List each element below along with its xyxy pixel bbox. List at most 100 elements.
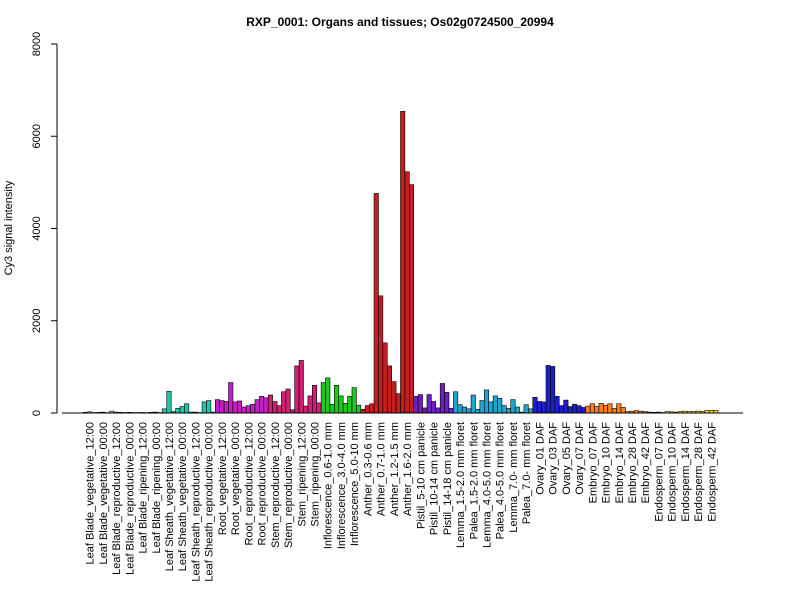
y-tick-label: 6000: [31, 124, 43, 148]
bar: [378, 295, 384, 414]
bar: [483, 389, 489, 414]
bar: [360, 409, 366, 414]
x-tick-label: Inflorescence_0.6-1.0 mm: [323, 422, 335, 549]
bar: [620, 407, 626, 414]
bar: [347, 396, 353, 414]
y-tick-label: 4000: [31, 216, 43, 240]
category-labels: Leaf Blade_vegetative_12:00 Leaf Blade_ve…: [85, 422, 719, 582]
bar: [461, 406, 467, 414]
bar: [214, 399, 220, 414]
x-tick-label: Leaf Blade_vegetative_00:00: [98, 422, 110, 565]
bar: [267, 394, 273, 414]
x-tick-label: Pistil_10-14 cm panicle: [429, 422, 441, 535]
bar: [201, 401, 207, 414]
x-tick-label: Endosperm_14 DAF: [680, 422, 692, 522]
x-tick-label: Leaf Blade_ripening_00:00: [151, 422, 163, 554]
bar: [162, 408, 168, 414]
bar: [607, 403, 613, 414]
bar: [523, 404, 529, 414]
bar: [589, 403, 595, 414]
bar: [272, 401, 278, 414]
bar: [448, 408, 454, 414]
bar: [550, 366, 556, 414]
x-tick-label: Lemma_4.0-5.0 mm floret: [481, 422, 493, 548]
bar: [431, 401, 437, 414]
x-tick-label: Pistil_14-18 cm panicle: [442, 422, 454, 535]
x-tick-label: Endosperm_07 DAF: [653, 422, 665, 522]
bar: [492, 395, 498, 414]
bar: [382, 342, 388, 414]
bar: [536, 401, 542, 414]
bar: [356, 404, 362, 414]
bar: [395, 393, 401, 414]
x-tick-label: Root_reproductive_00:00: [257, 422, 269, 546]
bar: [572, 403, 578, 414]
x-tick-label: Embryo_07 DAF: [587, 422, 599, 504]
bar: [294, 365, 300, 414]
x-tick-label: Lemma_1.5-2.0 mm floret: [455, 422, 467, 548]
x-tick-label: Leaf Blade_ripening_12:00: [138, 422, 150, 554]
x-tick-label: Anther_0.3-0.6 mm: [362, 422, 374, 516]
bar: [435, 407, 441, 414]
bar: [298, 360, 304, 414]
bar: [232, 401, 238, 414]
chart-title: RXP_0001: Organs and tissues; Os02g07245…: [246, 15, 554, 29]
bar: [594, 406, 600, 414]
bar: [228, 382, 234, 414]
bar: [373, 193, 379, 414]
bar: [506, 408, 512, 414]
bar: [475, 409, 481, 414]
x-tick-label: Endosperm_10 DAF: [667, 422, 679, 522]
x-tick-label: Anther_1.6-2.0 mm: [402, 422, 414, 516]
x-tick-label: Leaf Blade_vegetative_12:00: [85, 422, 97, 565]
bar: [175, 408, 181, 414]
x-tick-label: Leaf Sheath_reproductive_12:00: [190, 422, 202, 582]
x-tick-label: Root_vegetative_00:00: [230, 422, 242, 535]
bar: [254, 399, 260, 414]
bar: [422, 407, 428, 414]
bar: [206, 400, 212, 414]
bar: [312, 385, 318, 414]
bar: [413, 396, 419, 414]
bar: [580, 407, 587, 414]
bar: [250, 403, 256, 414]
x-tick-label: Anther_1.2-1.5 mm: [389, 422, 401, 516]
bar: [514, 406, 520, 414]
bar: [585, 405, 591, 414]
bar: [351, 387, 357, 414]
bar: [276, 405, 282, 414]
y-axis-title: Cy3 signal intensity: [3, 180, 15, 275]
x-tick-label: Stem_reproductive_12:00: [270, 422, 282, 548]
bar: [184, 403, 190, 414]
x-tick-label: Root_vegetative_12:00: [217, 422, 229, 535]
x-tick-label: Lemma_7.0- mm floret: [508, 422, 520, 533]
bar: [439, 383, 445, 414]
bar: [545, 365, 551, 414]
bar: [501, 405, 507, 414]
bar: [404, 171, 410, 414]
bar: [603, 404, 609, 414]
bar: [263, 397, 269, 414]
x-tick-label: Anther_0.7-1.0 mm: [376, 422, 388, 516]
bar: [285, 388, 291, 414]
bar: [386, 365, 392, 414]
y-tick-label: 8000: [31, 32, 43, 56]
bar: [179, 406, 185, 414]
x-tick-label: Root_reproductive_12:00: [243, 422, 255, 546]
bar: [334, 385, 340, 414]
bar: [364, 405, 370, 414]
bar: [223, 401, 229, 414]
bar: [400, 111, 406, 414]
bar: [616, 403, 622, 414]
bar: [325, 377, 331, 414]
x-tick-label: Palea_4.0-5.0 mm floret: [495, 422, 507, 539]
y-tick-label: 2000: [31, 309, 43, 333]
bar: [329, 403, 335, 414]
bar: [342, 403, 348, 414]
bar: [241, 406, 247, 414]
bar: [281, 391, 287, 414]
x-tick-label: Embryo_14 DAF: [614, 422, 626, 504]
bar: [426, 394, 432, 414]
x-tick-label: Embryo_42 DAF: [640, 422, 652, 504]
